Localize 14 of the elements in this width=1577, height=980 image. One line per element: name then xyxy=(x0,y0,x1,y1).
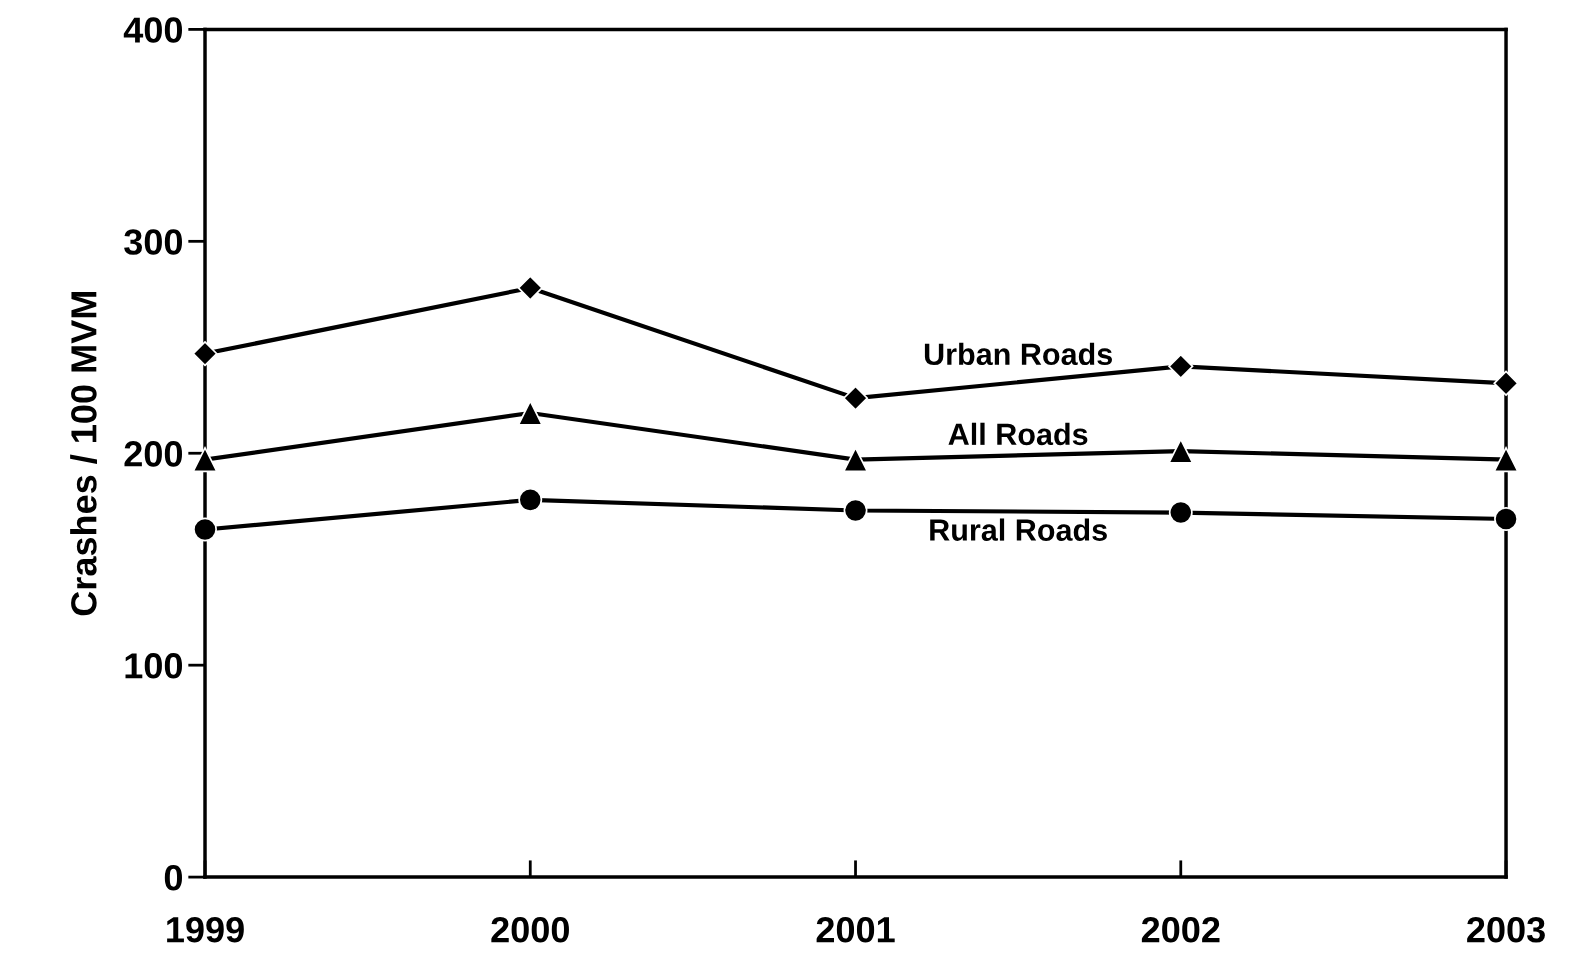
x-tick-label: 2003 xyxy=(1467,916,1545,943)
series-label: Urban Roads xyxy=(924,342,1112,366)
y-tick-label: 400 xyxy=(123,17,183,43)
y-tick-label: 300 xyxy=(124,229,183,255)
y-tick-label: 0 xyxy=(164,864,182,891)
y-axis-title: Crashes / 100 MVM xyxy=(70,292,98,616)
x-tick-label: 2001 xyxy=(816,916,895,943)
y-tick-label: 200 xyxy=(124,441,183,467)
x-tick-label: 1999 xyxy=(167,916,244,943)
y-tick-label: 100 xyxy=(125,653,183,679)
x-tick-label: 2002 xyxy=(1141,916,1220,943)
series-label: All Roads xyxy=(948,422,1088,446)
series-label: Rural Roads xyxy=(930,518,1107,541)
x-tick-label: 2000 xyxy=(491,916,569,943)
